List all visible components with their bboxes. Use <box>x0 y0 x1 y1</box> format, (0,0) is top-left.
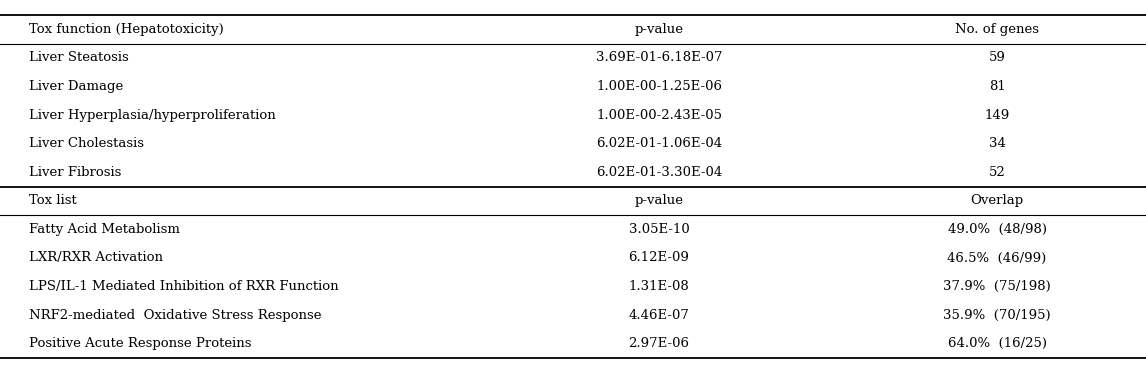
Text: p-value: p-value <box>635 194 683 207</box>
Text: Fatty Acid Metabolism: Fatty Acid Metabolism <box>29 223 180 236</box>
Text: 49.0%  (48/98): 49.0% (48/98) <box>948 223 1046 236</box>
Text: 46.5%  (46/99): 46.5% (46/99) <box>948 251 1046 264</box>
Text: 34: 34 <box>989 137 1005 150</box>
Text: Liver Damage: Liver Damage <box>29 80 123 93</box>
Text: 52: 52 <box>989 166 1005 179</box>
Text: 35.9%  (70/195): 35.9% (70/195) <box>943 309 1051 322</box>
Text: 3.69E-01-6.18E-07: 3.69E-01-6.18E-07 <box>596 51 722 64</box>
Text: 1.31E-08: 1.31E-08 <box>628 280 690 293</box>
Text: 6.02E-01-3.30E-04: 6.02E-01-3.30E-04 <box>596 166 722 179</box>
Text: Overlap: Overlap <box>971 194 1023 207</box>
Text: 3.05E-10: 3.05E-10 <box>628 223 690 236</box>
Text: 4.46E-07: 4.46E-07 <box>628 309 690 322</box>
Text: 6.12E-09: 6.12E-09 <box>628 251 690 264</box>
Text: 59: 59 <box>989 51 1005 64</box>
Text: No. of genes: No. of genes <box>955 23 1039 36</box>
Text: LPS/IL-1 Mediated Inhibition of RXR Function: LPS/IL-1 Mediated Inhibition of RXR Func… <box>29 280 338 293</box>
Text: 2.97E-06: 2.97E-06 <box>628 337 690 350</box>
Text: 1.00E-00-1.25E-06: 1.00E-00-1.25E-06 <box>596 80 722 93</box>
Text: Tox list: Tox list <box>29 194 77 207</box>
Text: 37.9%  (75/198): 37.9% (75/198) <box>943 280 1051 293</box>
Text: Liver Fibrosis: Liver Fibrosis <box>29 166 121 179</box>
Text: Positive Acute Response Proteins: Positive Acute Response Proteins <box>29 337 251 350</box>
Text: Tox function (Hepatotoxicity): Tox function (Hepatotoxicity) <box>29 23 223 36</box>
Text: 1.00E-00-2.43E-05: 1.00E-00-2.43E-05 <box>596 109 722 122</box>
Text: 64.0%  (16/25): 64.0% (16/25) <box>948 337 1046 350</box>
Text: LXR/RXR Activation: LXR/RXR Activation <box>29 251 163 264</box>
Text: 149: 149 <box>984 109 1010 122</box>
Text: NRF2-mediated  Oxidative Stress Response: NRF2-mediated Oxidative Stress Response <box>29 309 321 322</box>
Text: Liver Steatosis: Liver Steatosis <box>29 51 128 64</box>
Text: 6.02E-01-1.06E-04: 6.02E-01-1.06E-04 <box>596 137 722 150</box>
Text: Liver Hyperplasia/hyperproliferation: Liver Hyperplasia/hyperproliferation <box>29 109 275 122</box>
Text: p-value: p-value <box>635 23 683 36</box>
Text: Liver Cholestasis: Liver Cholestasis <box>29 137 143 150</box>
Text: 81: 81 <box>989 80 1005 93</box>
